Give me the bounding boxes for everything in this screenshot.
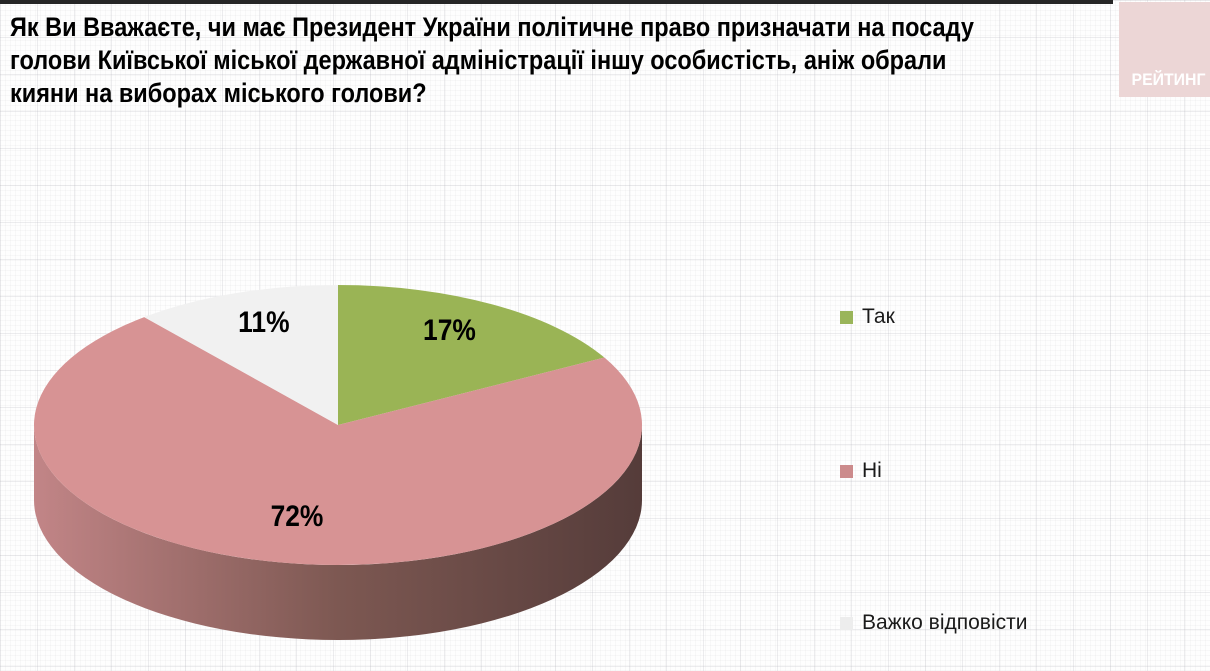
pie-slice-label-0: 17%	[423, 313, 476, 347]
top-border-bar	[0, 0, 1113, 4]
pie-slice-label-1: 72%	[271, 498, 324, 532]
question-title-line: голови Київської міської державної адмін…	[10, 45, 947, 75]
legend-item: Так	[840, 304, 895, 330]
legend-item: Ні	[840, 458, 882, 484]
legend-item: Важко відповісти	[840, 610, 1027, 636]
pie-slice-label-2: 11%	[238, 304, 289, 338]
pie-slice-1	[34, 317, 643, 565]
legend-label: Ні	[862, 459, 882, 482]
legend-swatch	[840, 310, 853, 324]
pie-side-3d	[34, 425, 642, 640]
legend-swatch	[840, 616, 853, 630]
pie-slice-0	[338, 285, 605, 425]
question-title: Як Ви Вважаєте, чи має Президент України…	[10, 11, 974, 110]
rating-logo: РЕЙТИНГ	[1119, 2, 1210, 97]
question-title-line: кияни на виборах міського голови?	[10, 78, 427, 108]
legend-label: Важко відповісти	[862, 611, 1028, 634]
legend-swatch	[840, 464, 853, 478]
legend-label: Так	[862, 305, 895, 328]
question-title-line: Як Ви Вважаєте, чи має Президент України…	[10, 12, 974, 42]
rating-logo-text: РЕЙТИНГ	[1131, 70, 1205, 89]
pie-slice-2	[144, 285, 338, 425]
